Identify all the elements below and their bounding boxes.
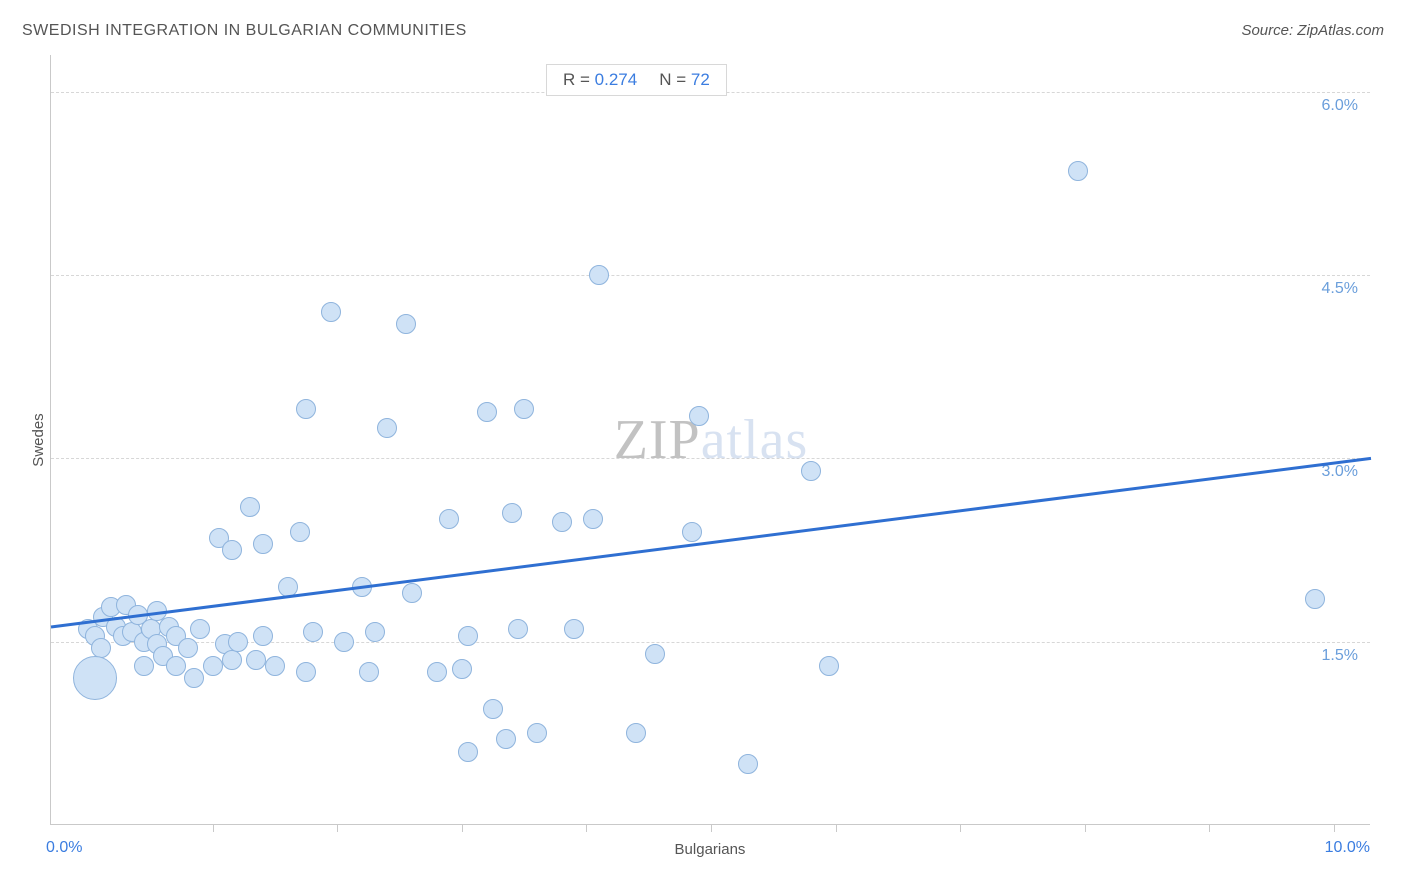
y-axis-label: Swedes <box>30 413 47 466</box>
x-tick <box>586 824 587 832</box>
x-tick <box>1209 824 1210 832</box>
x-tick <box>960 824 961 832</box>
trend-line <box>51 55 1371 825</box>
chart-header: SWEDISH INTEGRATION IN BULGARIAN COMMUNI… <box>22 22 1384 40</box>
x-start-label: 0.0% <box>46 839 82 857</box>
chart-title: SWEDISH INTEGRATION IN BULGARIAN COMMUNI… <box>22 22 467 40</box>
stats-box: R = 0.274 N = 72 <box>546 64 727 96</box>
x-end-label: 10.0% <box>1325 839 1370 857</box>
r-stat: R = 0.274 <box>563 70 637 90</box>
x-tick <box>1334 824 1335 832</box>
scatter-chart: 1.5%3.0%4.5%6.0%ZIPatlasR = 0.274N = 72 <box>50 55 1370 825</box>
x-tick <box>836 824 837 832</box>
chart-source: Source: ZipAtlas.com <box>1241 22 1384 39</box>
x-tick <box>462 824 463 832</box>
x-tick <box>337 824 338 832</box>
x-tick <box>711 824 712 832</box>
x-tick <box>213 824 214 832</box>
x-tick <box>1085 824 1086 832</box>
x-axis-label: Bulgarians <box>675 841 746 858</box>
n-stat: N = 72 <box>659 70 710 90</box>
